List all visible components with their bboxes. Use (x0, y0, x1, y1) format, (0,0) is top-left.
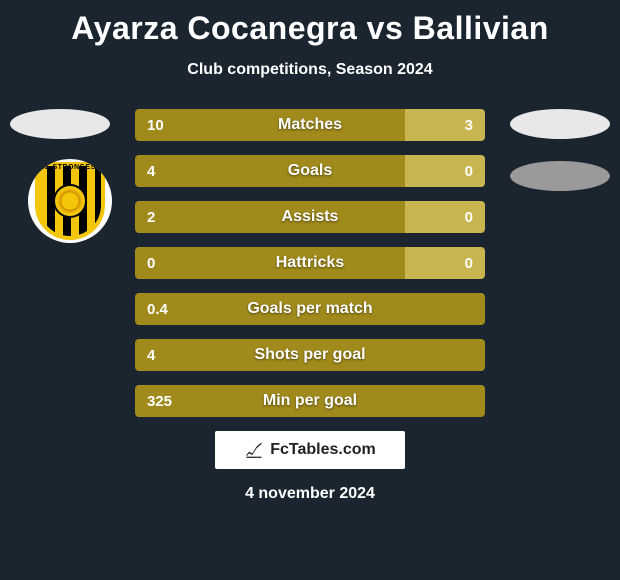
comparison-bar-row: 0.4Goals per match (135, 293, 485, 325)
comparison-bars-container: 103Matches 40Goals 20Assists 00Hattricks 0.4… (135, 109, 485, 417)
bar-metric-label: Goals (135, 155, 485, 187)
comparison-bar-row: 4Shots per goal (135, 339, 485, 371)
comparison-bar-row: 40Goals (135, 155, 485, 187)
comparison-bar-row: 325Min per goal (135, 385, 485, 417)
club-crest-tiger-icon (53, 184, 87, 218)
player-badge-right-oval-1 (510, 109, 610, 139)
bar-metric-label: Goals per match (135, 293, 485, 325)
comparison-chart: HE STRONGEST 103Matches 40Goals 20Assists 0… (0, 109, 620, 417)
watermark-badge: FcTables.com (215, 431, 405, 469)
player-badge-left-oval (10, 109, 110, 139)
club-crest: HE STRONGEST (28, 159, 112, 243)
comparison-bar-row: 103Matches (135, 109, 485, 141)
subtitle: Club competitions, Season 2024 (0, 61, 620, 79)
bar-metric-label: Matches (135, 109, 485, 141)
chart-icon (244, 440, 264, 460)
club-crest-shield: HE STRONGEST (35, 162, 105, 240)
player-badge-right-oval-2 (510, 161, 610, 191)
comparison-bar-row: 00Hattricks (135, 247, 485, 279)
footer-date: 4 november 2024 (0, 485, 620, 503)
bar-metric-label: Min per goal (135, 385, 485, 417)
bar-metric-label: Hattricks (135, 247, 485, 279)
comparison-bar-row: 20Assists (135, 201, 485, 233)
page-title: Ayarza Cocanegra vs Ballivian (0, 0, 620, 47)
club-crest-text: HE STRONGEST (39, 164, 100, 171)
bar-metric-label: Shots per goal (135, 339, 485, 371)
watermark-text: FcTables.com (270, 441, 376, 459)
bar-metric-label: Assists (135, 201, 485, 233)
